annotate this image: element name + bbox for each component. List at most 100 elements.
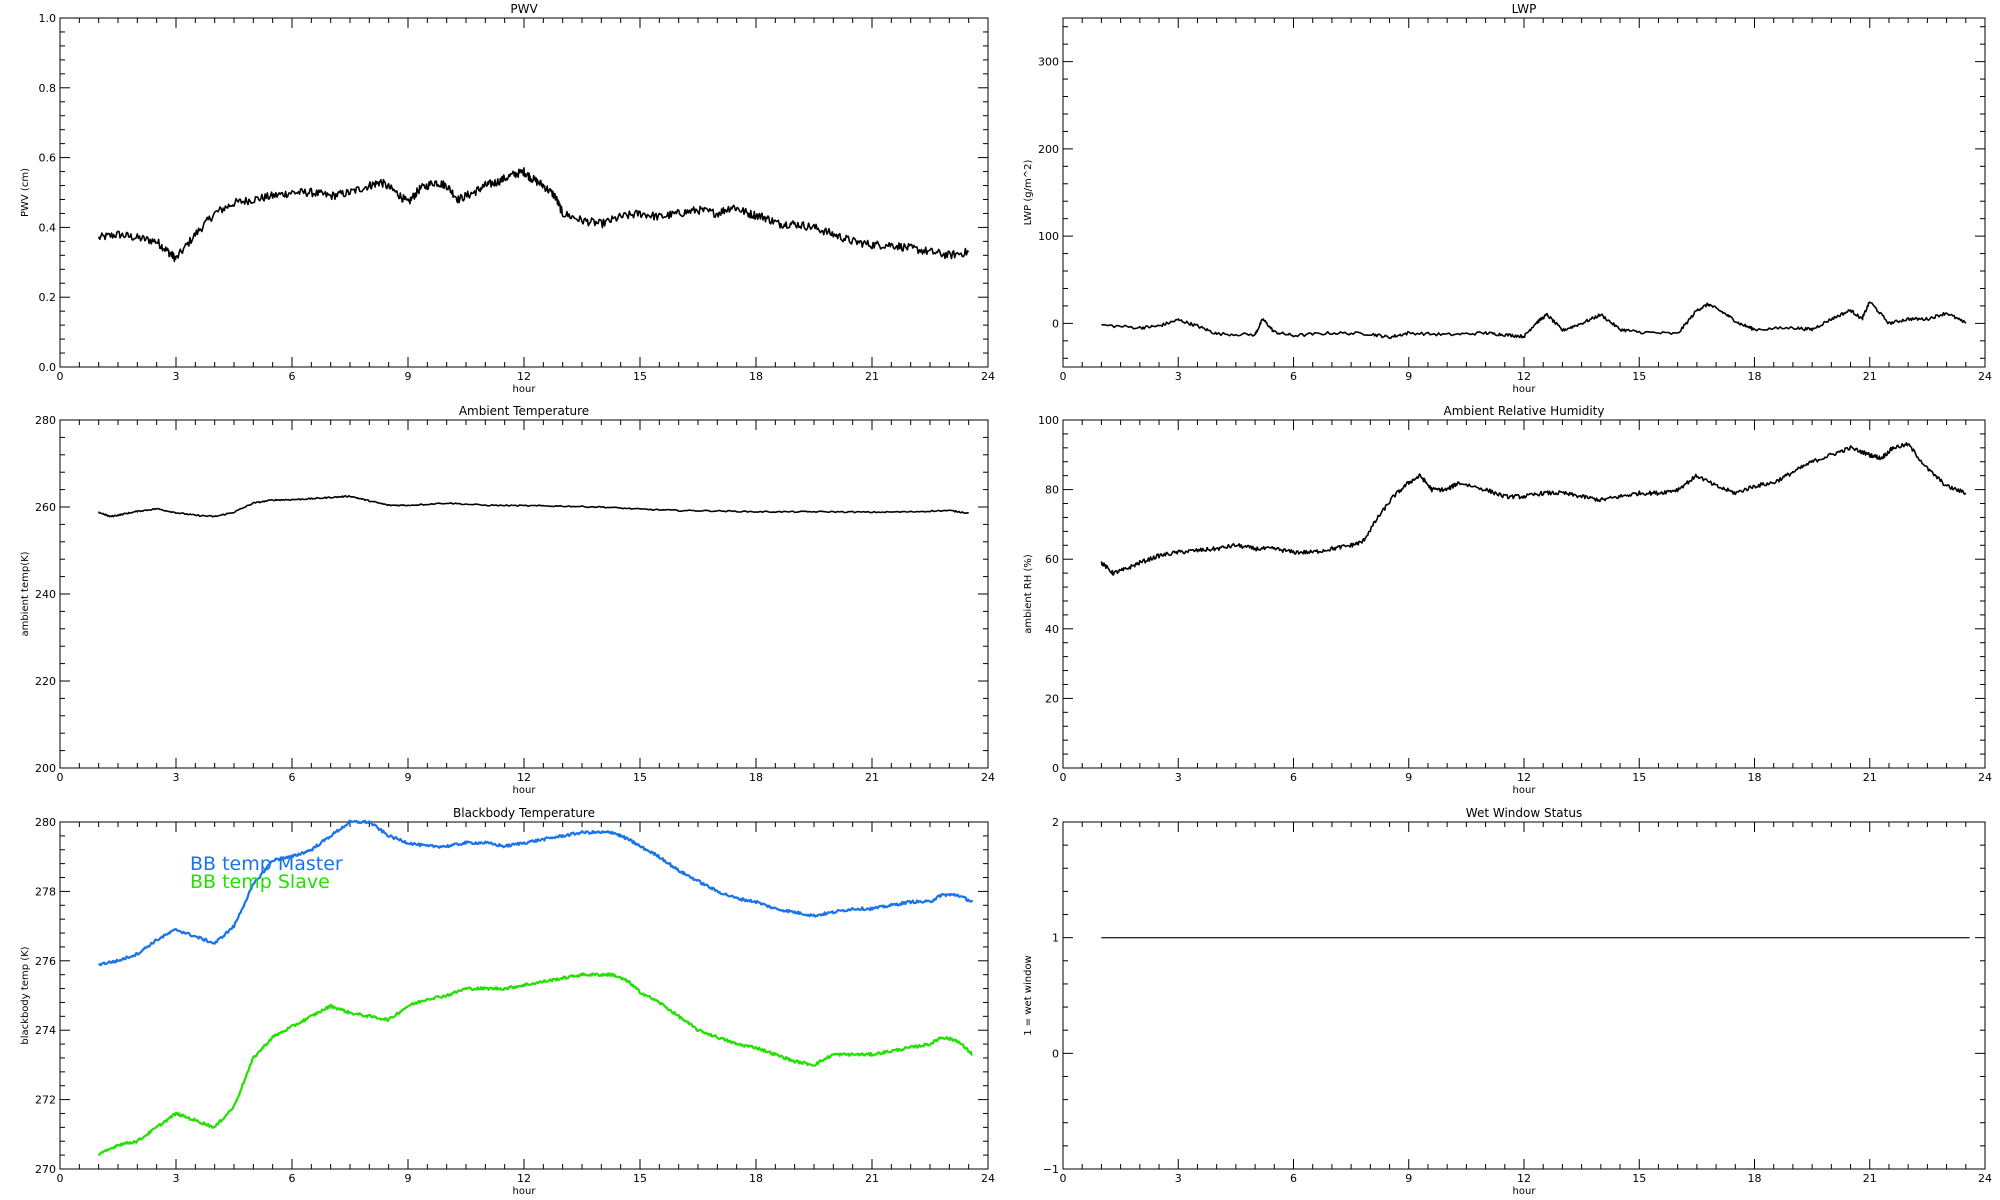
chart-panel-4: Ambient Relative Humidity 0 3 6 9 12 15 18 21 24 h…: [1023, 404, 1992, 796]
x-tick-label: 6: [289, 771, 296, 784]
x-tick-label: 9: [405, 771, 412, 784]
y-tick-label: 40: [1045, 623, 1059, 636]
y-tick-label: 100: [1038, 230, 1059, 243]
chart-title: Wet Window Status: [1466, 806, 1582, 820]
series-line-1: [1101, 301, 1967, 340]
x-axis-label: hour: [1513, 785, 1537, 796]
y-tick-label: 0.4: [39, 221, 57, 234]
x-tick-label: 12: [1517, 370, 1531, 383]
y-tick-label: 240: [35, 588, 56, 601]
x-tick-label: 15: [1632, 370, 1646, 383]
y-tick-label: 0.6: [39, 152, 57, 165]
y-axis-label: ambient temp(K): [20, 551, 31, 636]
y-tick-label: 0.0: [39, 361, 57, 374]
x-axis-label: hour: [1513, 384, 1537, 395]
x-tick-label: 24: [981, 370, 995, 383]
y-tick-label: 60: [1045, 553, 1059, 566]
x-tick-label: 0: [1060, 1172, 1067, 1185]
y-axis-label: ambient RH (%): [1023, 554, 1034, 634]
x-tick-label: 24: [981, 771, 995, 784]
x-tick-label: 3: [1175, 1172, 1182, 1185]
legend-label-2: BB temp Slave: [190, 871, 330, 893]
x-tick-label: 18: [749, 1172, 763, 1185]
y-tick-label: 100: [1038, 414, 1059, 427]
chart-title: Ambient Temperature: [459, 404, 589, 418]
y-tick-label: 20: [1045, 692, 1059, 705]
y-tick-label: 270: [35, 1163, 56, 1176]
x-axis-label: hour: [513, 384, 537, 395]
x-axis-label: hour: [513, 1186, 537, 1197]
x-tick-label: 24: [1978, 771, 1992, 784]
y-tick-label: 276: [35, 955, 56, 968]
series-line-1: [97, 167, 970, 263]
x-tick-label: 21: [1863, 771, 1877, 784]
x-tick-label: 9: [1405, 1172, 1412, 1185]
series-line-1: [97, 494, 969, 518]
chart-panel-3: Ambient Temperature 0 3 6 9 12 15 18 21 24 hour 200…: [20, 404, 995, 796]
x-tick-label: 12: [1517, 1172, 1531, 1185]
x-tick-label: 21: [865, 1172, 879, 1185]
x-tick-label: 9: [405, 370, 412, 383]
y-tick-label: 220: [35, 675, 56, 688]
chart-panel-1: PWV 0 3 6 9 12 15 18 21 24 hour 0.0 0.2 0.4 0.6 0.8 1.0 P…: [20, 2, 995, 395]
y-tick-label: 0: [1052, 317, 1059, 330]
x-tick-label: 21: [865, 370, 879, 383]
x-tick-label: 15: [633, 1172, 647, 1185]
x-tick-label: 6: [1290, 370, 1297, 383]
y-tick-label: 300: [1038, 56, 1059, 69]
x-tick-label: 3: [173, 771, 180, 784]
x-tick-label: 0: [57, 370, 64, 383]
y-tick-label: 274: [35, 1024, 56, 1037]
x-tick-label: 6: [289, 370, 296, 383]
y-tick-label: 0.8: [39, 82, 57, 95]
x-tick-label: 18: [1748, 370, 1762, 383]
series-line-1: [98, 819, 974, 967]
x-tick-label: 3: [173, 1172, 180, 1185]
x-tick-label: 21: [1863, 1172, 1877, 1185]
y-tick-label: 1.0: [39, 12, 57, 25]
x-tick-label: 0: [1060, 771, 1067, 784]
x-tick-label: 24: [1978, 370, 1992, 383]
y-tick-label: 80: [1045, 484, 1059, 497]
x-tick-label: 3: [1175, 370, 1182, 383]
x-tick-label: 9: [1405, 370, 1412, 383]
x-tick-label: 21: [865, 771, 879, 784]
x-tick-label: 3: [1175, 771, 1182, 784]
y-axis-label: LWP (g/m^2): [1023, 160, 1034, 226]
x-tick-label: 15: [1632, 1172, 1646, 1185]
y-axis-label: blackbody temp (K): [20, 946, 31, 1044]
x-tick-label: 6: [1290, 1172, 1297, 1185]
y-tick-label: 260: [35, 501, 56, 514]
x-tick-label: 15: [1632, 771, 1646, 784]
x-tick-label: 24: [1978, 1172, 1992, 1185]
x-tick-label: 0: [57, 771, 64, 784]
x-tick-label: 21: [1863, 370, 1877, 383]
y-tick-label: 0: [1052, 762, 1059, 775]
x-tick-label: 9: [1405, 771, 1412, 784]
x-tick-label: 12: [517, 370, 531, 383]
x-axis-label: hour: [513, 785, 537, 796]
y-tick-label: 280: [35, 414, 56, 427]
y-axis-label: 1 = wet window: [1023, 955, 1034, 1035]
x-tick-label: 12: [517, 771, 531, 784]
chart-panel-5: Blackbody Temperature 0 3 6 9 12 15 18 21 24 hour 2…: [20, 806, 995, 1197]
y-tick-label: 278: [35, 885, 56, 898]
series-line-1: [1100, 441, 1967, 576]
x-tick-label: 12: [1517, 771, 1531, 784]
x-tick-label: 6: [289, 1172, 296, 1185]
y-axis-label: PWV (cm): [20, 168, 31, 217]
x-tick-label: 6: [1290, 771, 1297, 784]
chart-title: PWV: [510, 2, 538, 16]
x-axis-label: hour: [1513, 1186, 1537, 1197]
x-tick-label: 24: [981, 1172, 995, 1185]
y-tick-label: 280: [35, 816, 56, 829]
x-tick-label: 3: [173, 370, 180, 383]
x-tick-label: 0: [57, 1172, 64, 1185]
y-tick-label: 0: [1052, 1047, 1059, 1060]
x-tick-label: 9: [405, 1172, 412, 1185]
y-tick-label: 200: [1038, 143, 1059, 156]
y-tick-label: 1: [1052, 932, 1059, 945]
y-tick-label: 2: [1052, 816, 1059, 829]
